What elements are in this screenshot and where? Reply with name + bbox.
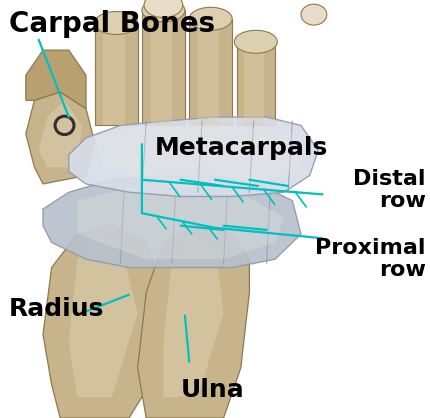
Polygon shape — [69, 234, 138, 397]
Ellipse shape — [95, 12, 138, 35]
Text: Metacarpals: Metacarpals — [155, 136, 328, 160]
Polygon shape — [237, 42, 275, 125]
Polygon shape — [95, 23, 138, 125]
Polygon shape — [103, 23, 125, 125]
Text: Ulna: Ulna — [181, 378, 244, 402]
Text: Distal
row: Distal row — [353, 169, 426, 212]
Text: Proximal
row: Proximal row — [315, 238, 426, 280]
Polygon shape — [150, 10, 172, 125]
Polygon shape — [77, 184, 284, 259]
Polygon shape — [95, 125, 301, 188]
Polygon shape — [26, 92, 95, 184]
Polygon shape — [43, 176, 301, 268]
Ellipse shape — [301, 4, 327, 25]
Polygon shape — [198, 19, 219, 125]
Polygon shape — [138, 226, 249, 418]
Text: Radius: Radius — [9, 297, 104, 321]
Polygon shape — [189, 19, 232, 125]
Ellipse shape — [234, 31, 277, 54]
Polygon shape — [43, 226, 163, 418]
Polygon shape — [39, 100, 82, 167]
Ellipse shape — [142, 0, 185, 22]
Ellipse shape — [144, 0, 183, 18]
Polygon shape — [69, 117, 318, 196]
Polygon shape — [163, 234, 224, 397]
Polygon shape — [244, 42, 264, 125]
Text: Carpal Bones: Carpal Bones — [9, 10, 215, 38]
Polygon shape — [142, 10, 185, 125]
Polygon shape — [26, 50, 86, 109]
Ellipse shape — [189, 8, 232, 31]
